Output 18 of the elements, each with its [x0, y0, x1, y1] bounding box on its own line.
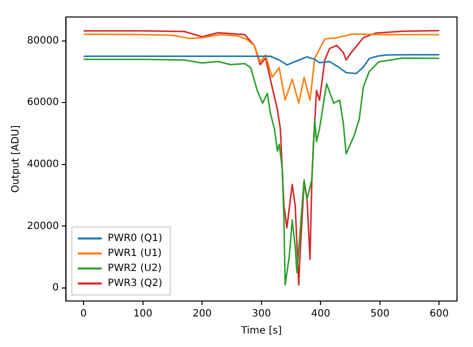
x-tick-label: 200: [192, 308, 212, 320]
x-axis-title: Time [s]: [240, 326, 282, 337]
y-tick-label: 0: [52, 282, 59, 294]
y-tick-label: 40000: [27, 159, 59, 170]
x-tick-label: 100: [133, 308, 152, 320]
y-tick-label: 20000: [27, 220, 59, 232]
x-tick-label: 300: [252, 308, 271, 320]
legend-label: PWR2 (U2): [108, 263, 162, 274]
y-tick-label: 80000: [27, 35, 59, 46]
x-tick-label: 0: [80, 308, 87, 320]
x-tick-label: 500: [370, 308, 390, 320]
legend-label: PWR1 (U1): [108, 248, 162, 260]
legend-label: PWR3 (Q2): [108, 278, 162, 290]
x-tick-label: 600: [430, 308, 449, 320]
legend-label: PWR0 (Q1): [108, 233, 162, 244]
x-tick-label: 400: [311, 308, 330, 320]
y-tick-label: 60000: [27, 97, 59, 108]
y-axis-title: Output [ADU]: [10, 125, 22, 193]
